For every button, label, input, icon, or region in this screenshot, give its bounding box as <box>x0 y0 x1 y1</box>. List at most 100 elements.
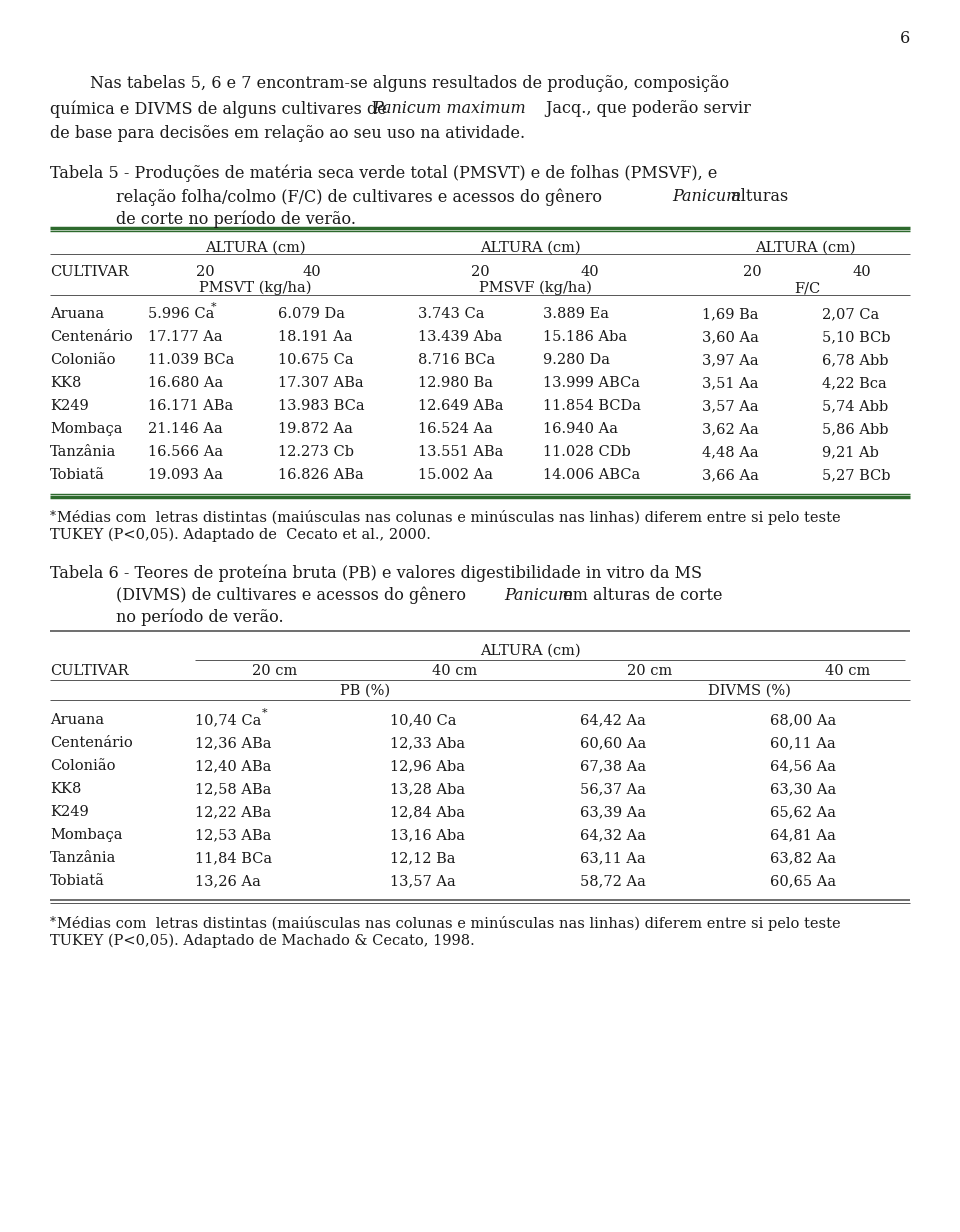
Text: 16.524 Aa: 16.524 Aa <box>418 423 492 436</box>
Text: 68,00 Aa: 68,00 Aa <box>770 713 836 727</box>
Text: *: * <box>50 510 56 524</box>
Text: Médias com  letras distintas (maiúsculas nas colunas e minúsculas nas linhas) di: Médias com letras distintas (maiúsculas … <box>57 917 841 931</box>
Text: K249: K249 <box>50 399 88 413</box>
Text: 12,36 ABa: 12,36 ABa <box>195 736 272 750</box>
Text: KK8: KK8 <box>50 782 82 796</box>
Text: 12.273 Cb: 12.273 Cb <box>278 445 354 460</box>
Text: Médias com  letras distintas (maiúsculas nas colunas e minúsculas nas linhas) di: Médias com letras distintas (maiúsculas … <box>57 510 841 525</box>
Text: 10,74 Ca: 10,74 Ca <box>195 713 261 727</box>
Text: 6.079 Da: 6.079 Da <box>278 307 345 322</box>
Text: 40 cm: 40 cm <box>432 664 478 678</box>
Text: 6,78 Abb: 6,78 Abb <box>822 354 889 367</box>
Text: 2,07 Ca: 2,07 Ca <box>822 307 879 322</box>
Text: 12,53 ABa: 12,53 ABa <box>195 828 272 841</box>
Text: 13,16 Aba: 13,16 Aba <box>390 828 465 841</box>
Text: Tanzânia: Tanzânia <box>50 445 116 460</box>
Text: alturas: alturas <box>726 188 788 205</box>
Text: *: * <box>50 917 56 929</box>
Text: 67,38 Aa: 67,38 Aa <box>580 759 646 772</box>
Text: 3,97 Aa: 3,97 Aa <box>702 354 758 367</box>
Text: 3.889 Ea: 3.889 Ea <box>543 307 609 322</box>
Text: 6: 6 <box>900 30 910 47</box>
Text: 15.002 Aa: 15.002 Aa <box>418 468 493 482</box>
Text: 5,27 BCb: 5,27 BCb <box>822 468 891 482</box>
Text: 16.940 Aa: 16.940 Aa <box>543 423 618 436</box>
Text: 18.191 Aa: 18.191 Aa <box>278 330 352 344</box>
Text: PMSVT (kg/ha): PMSVT (kg/ha) <box>199 281 311 296</box>
Text: 11.854 BCDa: 11.854 BCDa <box>543 399 641 413</box>
Text: 63,11 Aa: 63,11 Aa <box>580 851 646 865</box>
Text: 20 cm: 20 cm <box>628 664 673 678</box>
Text: Colonião: Colonião <box>50 759 115 772</box>
Text: 40: 40 <box>302 265 322 278</box>
Text: 56,37 Aa: 56,37 Aa <box>580 782 646 796</box>
Text: PMSVF (kg/ha): PMSVF (kg/ha) <box>479 281 591 296</box>
Text: Tabela 5 - Produções de matéria seca verde total (PMSVT) e de folhas (PMSVF), e: Tabela 5 - Produções de matéria seca ver… <box>50 165 717 182</box>
Text: PB (%): PB (%) <box>340 684 390 699</box>
Text: Tanzânia: Tanzânia <box>50 851 116 865</box>
Text: 10,40 Ca: 10,40 Ca <box>390 713 457 727</box>
Text: 12,58 ABa: 12,58 ABa <box>195 782 272 796</box>
Text: 3,57 Aa: 3,57 Aa <box>702 399 758 413</box>
Text: TUKEY (P<0,05). Adaptado de  Cecato et al., 2000.: TUKEY (P<0,05). Adaptado de Cecato et al… <box>50 529 431 542</box>
Text: ALTURA (cm): ALTURA (cm) <box>204 241 305 255</box>
Text: 12,96 Aba: 12,96 Aba <box>390 759 465 772</box>
Text: 16.826 ABa: 16.826 ABa <box>278 468 364 482</box>
Text: 63,39 Aa: 63,39 Aa <box>580 804 646 819</box>
Text: 11,84 BCa: 11,84 BCa <box>195 851 272 865</box>
Text: Aruana: Aruana <box>50 307 104 322</box>
Text: Tobiatã: Tobiatã <box>50 873 105 888</box>
Text: no período de verão.: no período de verão. <box>116 609 283 627</box>
Text: relação folha/colmo (F/C) de cultivares e acessos do gênero: relação folha/colmo (F/C) de cultivares … <box>116 188 607 206</box>
Text: 20: 20 <box>743 265 761 278</box>
Text: 13.999 ABCa: 13.999 ABCa <box>543 376 640 391</box>
Text: 13.439 Aba: 13.439 Aba <box>418 330 502 344</box>
Text: de corte no período de verão.: de corte no período de verão. <box>116 211 356 228</box>
Text: 64,81 Aa: 64,81 Aa <box>770 828 836 841</box>
Text: 15.186 Aba: 15.186 Aba <box>543 330 627 344</box>
Text: 16.171 ABa: 16.171 ABa <box>148 399 233 413</box>
Text: 64,56 Aa: 64,56 Aa <box>770 759 836 772</box>
Text: 17.307 ABa: 17.307 ABa <box>278 376 364 391</box>
Text: Tobiatã: Tobiatã <box>50 468 105 482</box>
Text: 63,82 Aa: 63,82 Aa <box>770 851 836 865</box>
Text: 13.983 BCa: 13.983 BCa <box>278 399 365 413</box>
Text: ALTURA (cm): ALTURA (cm) <box>480 644 580 658</box>
Text: 12.980 Ba: 12.980 Ba <box>418 376 493 391</box>
Text: 40 cm: 40 cm <box>826 664 871 678</box>
Text: 60,60 Aa: 60,60 Aa <box>580 736 646 750</box>
Text: 10.675 Ca: 10.675 Ca <box>278 354 353 367</box>
Text: 19.872 Aa: 19.872 Aa <box>278 423 353 436</box>
Text: 5.996 Ca: 5.996 Ca <box>148 307 214 322</box>
Text: *: * <box>262 708 268 718</box>
Text: Centenário: Centenário <box>50 330 132 344</box>
Text: 12.649 ABa: 12.649 ABa <box>418 399 503 413</box>
Text: 3,60 Aa: 3,60 Aa <box>702 330 758 344</box>
Text: (DIVMS) de cultivares e acessos do gênero: (DIVMS) de cultivares e acessos do gêner… <box>116 586 471 605</box>
Text: Tabela 6 - Teores de proteína bruta (PB) e valores digestibilidade in vitro da M: Tabela 6 - Teores de proteína bruta (PB)… <box>50 565 702 583</box>
Text: Jacq., que poderão servir: Jacq., que poderão servir <box>541 100 751 117</box>
Text: Nas tabelas 5, 6 e 7 encontram-se alguns resultados de produção, composição: Nas tabelas 5, 6 e 7 encontram-se alguns… <box>90 75 730 92</box>
Text: Centenário: Centenário <box>50 736 132 750</box>
Text: 20 cm: 20 cm <box>252 664 298 678</box>
Text: 64,32 Aa: 64,32 Aa <box>580 828 646 841</box>
Text: 9,21 Ab: 9,21 Ab <box>822 445 878 460</box>
Text: CULTIVAR: CULTIVAR <box>50 664 129 678</box>
Text: ALTURA (cm): ALTURA (cm) <box>755 241 855 255</box>
Text: 5,86 Abb: 5,86 Abb <box>822 423 889 436</box>
Text: Panicum: Panicum <box>504 586 573 604</box>
Text: 3,62 Aa: 3,62 Aa <box>702 423 758 436</box>
Text: 11.028 CDb: 11.028 CDb <box>543 445 631 460</box>
Text: de base para decisões em relação ao seu uso na atividade.: de base para decisões em relação ao seu … <box>50 124 525 142</box>
Text: *: * <box>211 302 217 312</box>
Text: 5,10 BCb: 5,10 BCb <box>822 330 891 344</box>
Text: 16.566 Aa: 16.566 Aa <box>148 445 223 460</box>
Text: 12,33 Aba: 12,33 Aba <box>390 736 466 750</box>
Text: Mombaça: Mombaça <box>50 828 123 841</box>
Text: CULTIVAR: CULTIVAR <box>50 265 129 278</box>
Text: química e DIVMS de alguns cultivares de: química e DIVMS de alguns cultivares de <box>50 100 392 117</box>
Text: KK8: KK8 <box>50 376 82 391</box>
Text: 9.280 Da: 9.280 Da <box>543 354 610 367</box>
Text: 12,84 Aba: 12,84 Aba <box>390 804 465 819</box>
Text: 40: 40 <box>581 265 599 278</box>
